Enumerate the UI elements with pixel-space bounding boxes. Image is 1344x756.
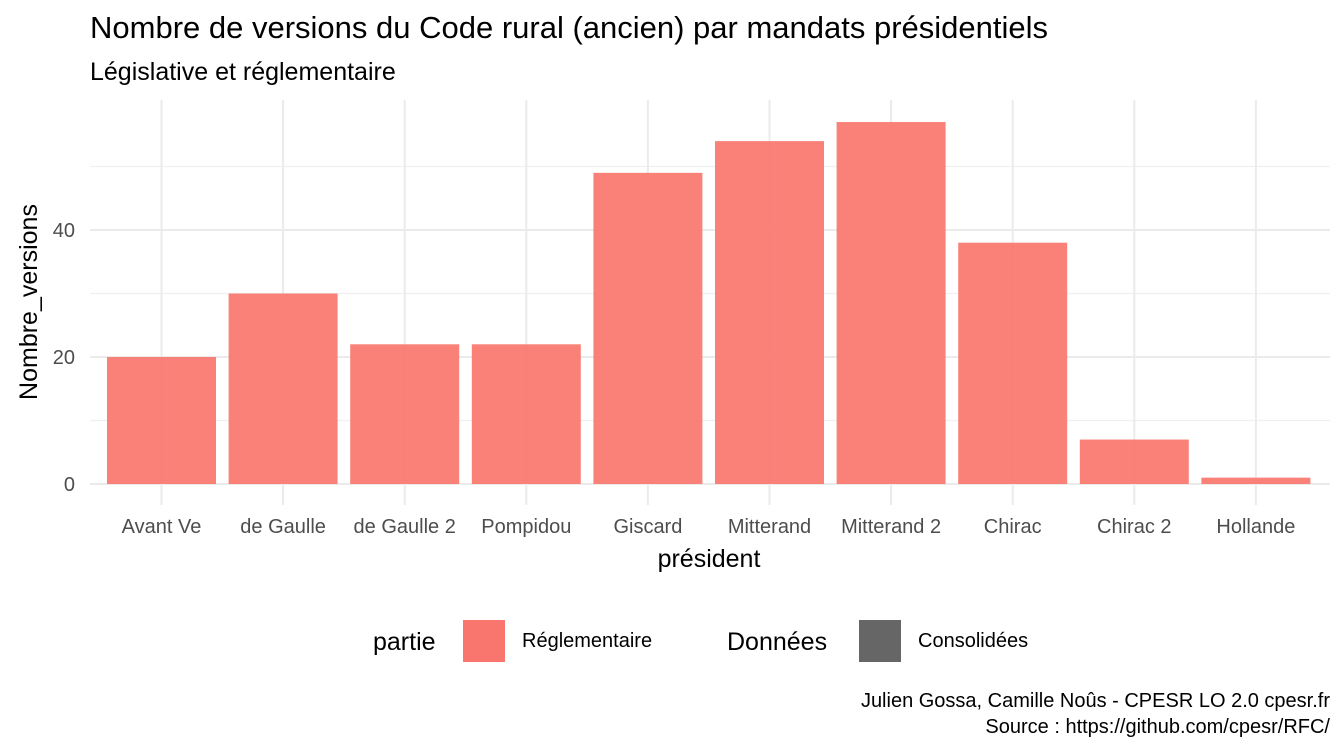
x-tick-label: Mitterand 2	[841, 516, 941, 538]
bar	[1079, 439, 1189, 484]
bar	[228, 293, 338, 484]
chart-title: Nombre de versions du Code rural (ancien…	[90, 10, 1049, 45]
x-tick-label: Chirac	[984, 516, 1042, 538]
x-tick-label: de Gaulle	[240, 516, 326, 538]
x-tick-label: Avant Ve	[122, 516, 202, 538]
bar-chart: 0 20 40 Avant Ve de Gaulle de Gaulle 2 Pompid…	[15, 100, 1330, 573]
legend: partie Réglementaire Données Consolidées	[0, 618, 1344, 666]
x-axis-ticks: Avant Ve de Gaulle de Gaulle 2 Pompidou Gisc…	[122, 516, 1296, 538]
x-tick-label: Hollande	[1216, 516, 1295, 538]
caption: Julien Gossa, Camille Noûs - CPESR LO 2.…	[861, 688, 1330, 740]
y-tick-label: 0	[64, 474, 75, 496]
x-tick-label: Chirac 2	[1097, 516, 1171, 538]
x-axis-title: président	[658, 545, 761, 573]
legend-label-consolidees: Consolidées	[918, 630, 1029, 652]
bar	[715, 141, 824, 484]
x-tick-label: de Gaulle 2	[354, 516, 456, 538]
bar	[958, 242, 1068, 484]
caption-authors: Julien Gossa, Camille Noûs - CPESR LO 2.…	[860, 690, 1330, 712]
bar	[350, 344, 460, 484]
y-tick-label: 40	[53, 220, 75, 242]
chart-subtitle: Législative et réglementaire	[90, 58, 396, 86]
legend-title-partie: partie	[373, 628, 436, 656]
x-tick-label: Mitterand	[728, 516, 811, 538]
legend-label-reglementaire: Réglementaire	[522, 630, 653, 652]
bar	[1201, 477, 1311, 484]
y-axis-title: Nombre_versions	[15, 204, 43, 400]
y-axis-ticks: 0 20 40	[53, 220, 75, 496]
x-tick-label: Giscard	[613, 516, 682, 538]
caption-source: Source : https://github.com/cpesr/RFC/	[985, 716, 1330, 738]
bar	[107, 357, 216, 484]
bar	[471, 344, 581, 484]
bar	[836, 122, 946, 485]
bars	[107, 122, 1311, 485]
bar	[593, 172, 703, 484]
y-tick-label: 20	[53, 347, 75, 369]
legend-swatch-reglementaire	[463, 620, 505, 662]
legend-title-donnees: Données	[727, 628, 828, 656]
x-tick-label: Pompidou	[481, 516, 571, 538]
legend-swatch-consolidees	[859, 620, 901, 662]
